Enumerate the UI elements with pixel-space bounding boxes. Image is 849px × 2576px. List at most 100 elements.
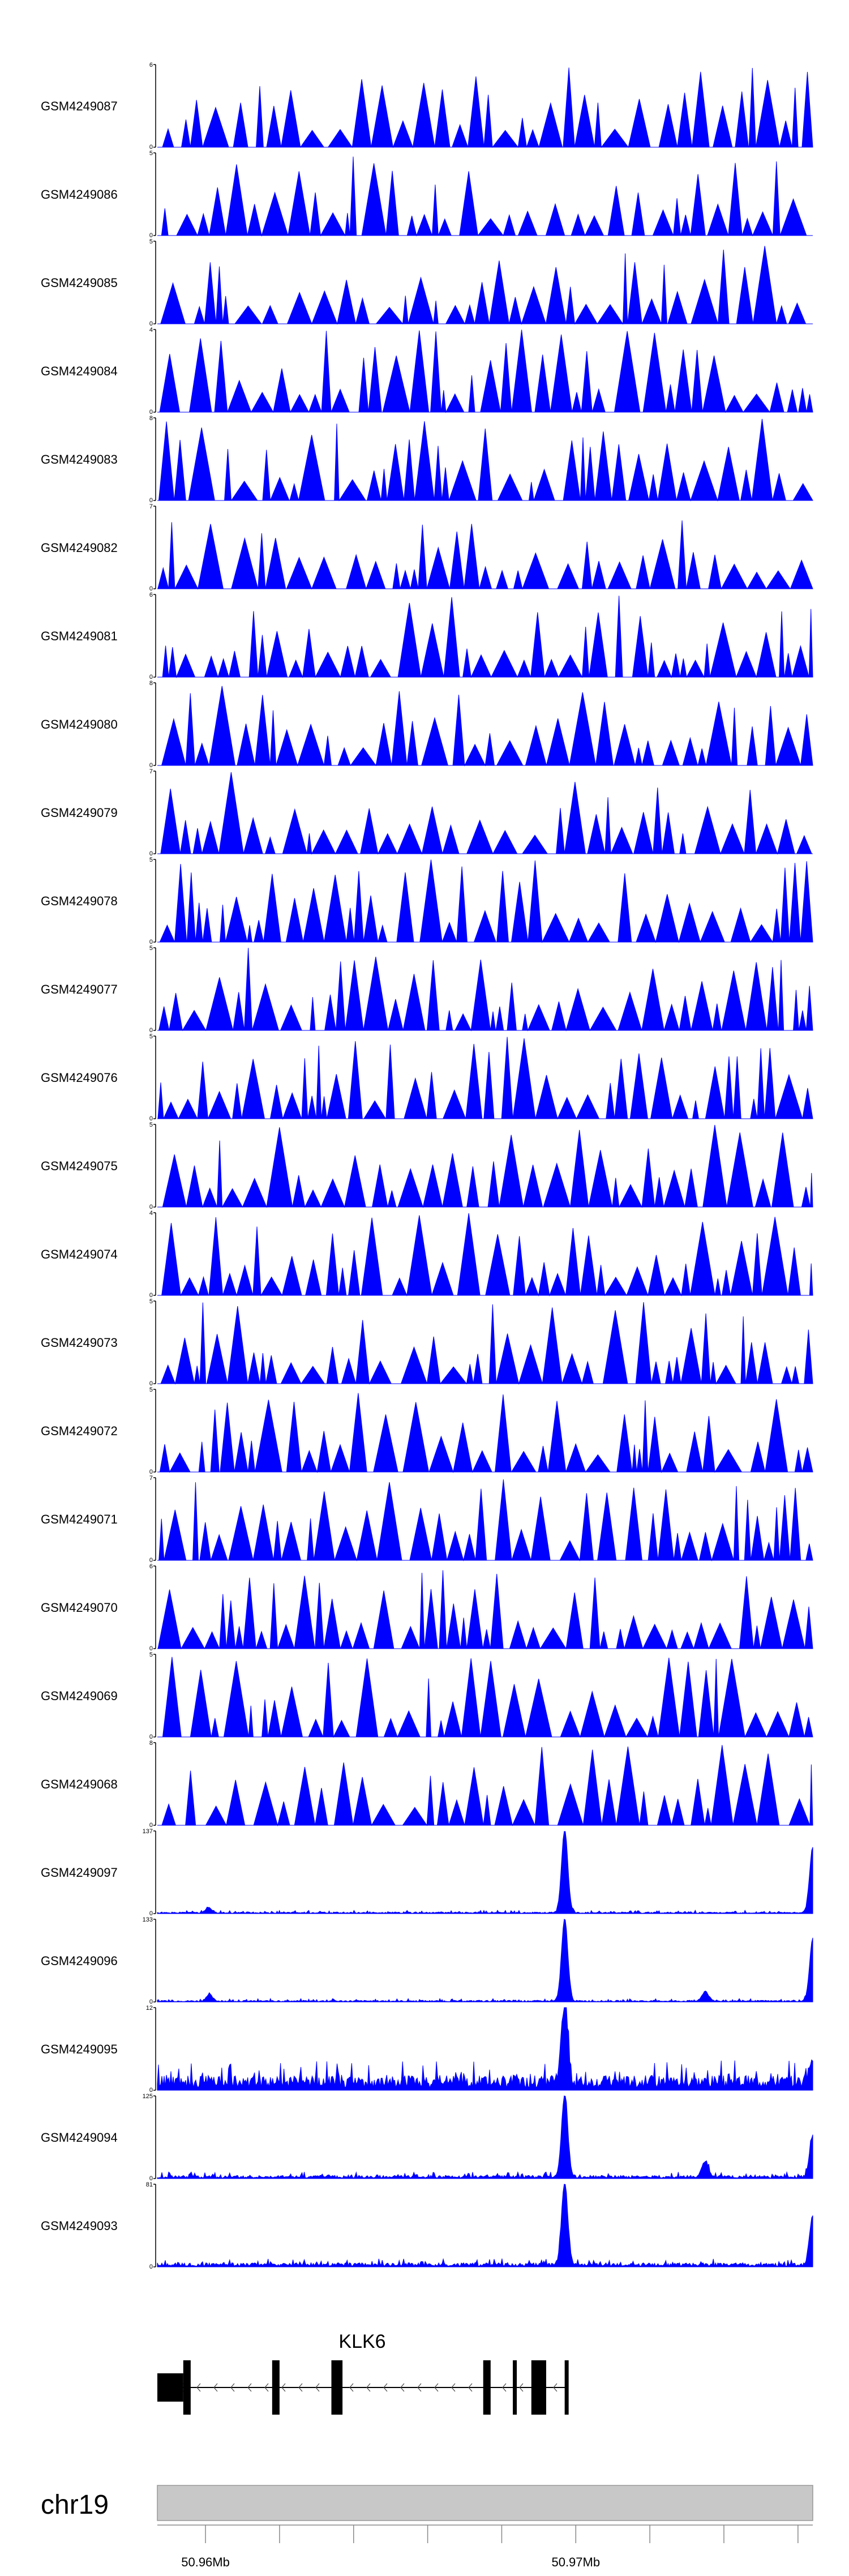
signal-area (157, 520, 813, 590)
strand-arrow-icon (264, 2383, 269, 2392)
chromosome-label: chr19 (41, 2490, 109, 2520)
track-name-label: GSM4249097 (41, 1865, 118, 1880)
y-min-label: 0 (149, 1469, 153, 1475)
x-tick-label: 50.96Mb (181, 2555, 230, 2569)
strand-arrow-icon (383, 2383, 388, 2392)
signal-area (157, 2184, 813, 2267)
track-GSM4249075: GSM4249075 5 0 (41, 1122, 813, 1210)
y-min-label: 0 (149, 1115, 153, 1122)
track-name-label: GSM4249094 (41, 2130, 118, 2145)
y-max-label: 5 (149, 1298, 153, 1305)
signal-area (157, 1479, 813, 1561)
track-GSM4249073: GSM4249073 5 0 (41, 1298, 813, 1387)
track-name-label: GSM4249075 (41, 1159, 118, 1173)
track-GSM4249078: GSM4249078 5 0 (41, 857, 813, 945)
signal-area (157, 596, 813, 678)
track-GSM4249068: GSM4249068 8 0 (41, 1740, 813, 1829)
y-min-label: 0 (149, 585, 153, 592)
track-GSM4249084: GSM4249084 4 0 (41, 327, 813, 416)
track-name-label: GSM4249093 (41, 2219, 118, 2233)
track-GSM4249074: GSM4249074 4 0 (41, 1210, 813, 1299)
track-GSM4249087: GSM4249087 6 0 (41, 62, 813, 151)
track-name-label: GSM4249072 (41, 1424, 118, 1438)
track-name-label: GSM4249077 (41, 982, 118, 996)
signal-area (157, 1393, 813, 1473)
y-max-label: 5 (149, 857, 153, 863)
signal-area (157, 948, 813, 1032)
strand-arrow-icon (196, 2383, 201, 2392)
signal-area (157, 859, 813, 943)
y-min-label: 0 (149, 320, 153, 327)
y-min-label: 0 (149, 497, 153, 504)
track-GSM4249095: GSM4249095 12 0 (41, 2005, 813, 2094)
y-max-label: 7 (149, 1475, 153, 1482)
y-min-label: 0 (149, 1380, 153, 1387)
y-max-label: 5 (149, 1387, 153, 1393)
signal-area (157, 156, 813, 237)
y-max-label: 4 (149, 1210, 153, 1217)
y-max-label: 5 (149, 945, 153, 952)
track-GSM4249079: GSM4249079 7 0 (41, 768, 813, 857)
y-max-label: 125 (143, 2093, 153, 2100)
y-max-label: 5 (149, 238, 153, 245)
track-name-label: GSM4249096 (41, 1954, 118, 1968)
y-min-label: 0 (149, 2087, 153, 2094)
y-min-label: 0 (149, 232, 153, 239)
track-GSM4249086: GSM4249086 5 0 (41, 150, 813, 239)
y-max-label: 8 (149, 1740, 153, 1747)
y-max-label: 133 (143, 1916, 153, 1923)
exon-block (483, 2360, 491, 2415)
y-min-label: 0 (149, 144, 153, 151)
signal-area (157, 1919, 813, 2002)
track-GSM4249070: GSM4249070 6 0 (41, 1563, 813, 1652)
signal-area (157, 1745, 813, 1826)
y-min-label: 0 (149, 850, 153, 857)
signal-area (157, 1037, 813, 1120)
signal-area (157, 2007, 813, 2091)
y-min-label: 0 (149, 1734, 153, 1740)
track-name-label: GSM4249069 (41, 1689, 118, 1703)
signal-area (157, 1302, 813, 1385)
track-name-label: GSM4249071 (41, 1512, 118, 1526)
coverage-tracks: GSM424908760GSM424908650GSM424908550GSM4… (41, 62, 813, 2270)
track-GSM4249082: GSM4249082 7 0 (41, 503, 813, 592)
exon-block (157, 2373, 183, 2402)
track-GSM4249071: GSM4249071 7 0 (41, 1475, 813, 1564)
y-max-label: 6 (149, 592, 153, 598)
signal-area (157, 1213, 813, 1296)
y-max-label: 6 (149, 62, 153, 69)
y-min-label: 0 (149, 1204, 153, 1210)
track-name-label: GSM4249080 (41, 717, 118, 731)
strand-arrow-icon (417, 2383, 422, 2392)
ideogram-track: chr19 (41, 2485, 813, 2521)
track-name-label: GSM4249079 (41, 806, 118, 820)
track-GSM4249085: GSM4249085 5 0 (41, 238, 813, 327)
y-max-label: 81 (146, 2181, 153, 2188)
y-min-label: 0 (149, 939, 153, 945)
y-min-label: 0 (149, 762, 153, 769)
strand-arrow-icon (247, 2383, 252, 2392)
track-name-label: GSM4249083 (41, 452, 118, 467)
track-GSM4249069: GSM4249069 5 0 (41, 1651, 813, 1740)
track-name-label: GSM4249095 (41, 2042, 118, 2056)
signal-area (157, 1124, 813, 1208)
strand-arrow-icon (349, 2383, 354, 2392)
y-max-label: 8 (149, 680, 153, 687)
y-max-label: 5 (149, 150, 153, 157)
signal-area (157, 1657, 813, 1738)
x-tick-label: 50.97Mb (551, 2555, 600, 2569)
track-GSM4249081: GSM4249081 6 0 (41, 592, 813, 681)
track-GSM4249096: GSM4249096 133 0 (41, 1916, 813, 2005)
track-name-label: GSM4249074 (41, 1247, 118, 1261)
track-name-label: GSM4249087 (41, 99, 118, 113)
y-min-label: 0 (149, 674, 153, 681)
y-max-label: 5 (149, 1651, 153, 1658)
y-min-label: 0 (149, 1999, 153, 2005)
track-GSM4249083: GSM4249083 8 0 (41, 415, 813, 504)
track-GSM4249080: GSM4249080 8 0 (41, 680, 813, 769)
signal-area (157, 1570, 813, 1650)
y-max-label: 12 (146, 2005, 153, 2012)
track-name-label: GSM4249081 (41, 629, 118, 643)
strand-arrow-icon (434, 2383, 439, 2392)
